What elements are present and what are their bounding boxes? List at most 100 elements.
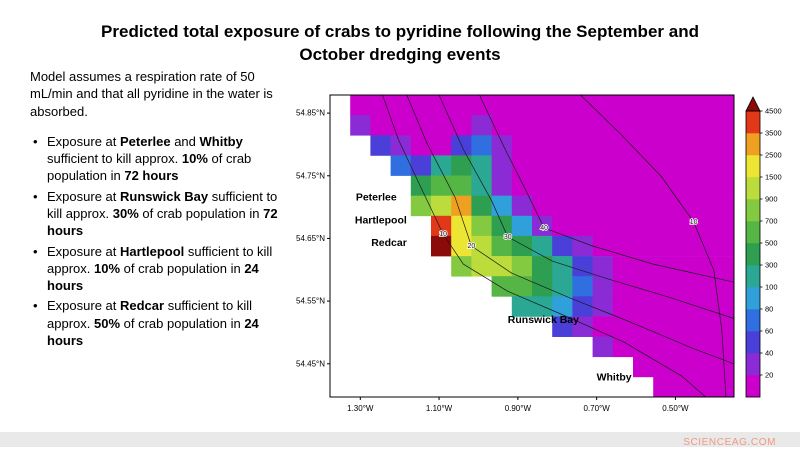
place-label-whitby: Whitby (597, 371, 632, 383)
map-cell (532, 235, 553, 257)
map-cell (511, 296, 533, 317)
colorbar-tick-label: 4500 (765, 107, 782, 116)
colorbar-segment (746, 221, 760, 244)
map-cell (673, 276, 694, 297)
map-cell (451, 95, 472, 116)
map-cell (653, 175, 674, 196)
map-cell (511, 215, 533, 237)
map-cell (713, 95, 735, 116)
map-cell (532, 135, 553, 156)
map-cell (693, 356, 715, 378)
plot-border (329, 94, 735, 398)
map-cell (612, 135, 634, 156)
map-cell (592, 195, 614, 217)
map-cell (532, 155, 553, 176)
map-cell (511, 155, 533, 176)
map-cell (612, 296, 634, 317)
map-cell (693, 95, 715, 116)
map-cell (511, 195, 533, 217)
map-cell (451, 175, 472, 196)
map-cell (511, 115, 533, 136)
x-tick-label: 1.30°W (347, 404, 374, 413)
map-cell (491, 276, 513, 297)
map-cell (612, 115, 634, 136)
map-cell (713, 235, 735, 257)
map-cell (552, 115, 573, 136)
map-cell (653, 376, 674, 398)
map-cell (451, 215, 472, 237)
map-cell (471, 135, 492, 156)
map-cell (713, 135, 735, 156)
colorbar-arrow (745, 96, 761, 112)
map-cell (713, 376, 735, 398)
map-cell (532, 175, 553, 196)
colorbar-tick-label: 700 (765, 217, 778, 226)
map-cell (552, 95, 573, 116)
map-cell (693, 175, 715, 196)
map-cell (633, 95, 654, 116)
notes-intro: Model assumes a respiration rate of 50 m… (30, 69, 273, 119)
x-tick-label: 1.10°W (426, 404, 453, 413)
map-cell (592, 95, 614, 116)
map-cell (693, 256, 715, 277)
map-cell (673, 155, 694, 176)
map-cell (471, 115, 492, 136)
map-cell (673, 316, 694, 337)
map-cell (511, 175, 533, 196)
map-cell (633, 296, 654, 317)
map-cell (592, 175, 614, 196)
map-cell (653, 195, 674, 217)
map-cell (633, 235, 654, 257)
map-cell (653, 95, 674, 116)
map-cell (653, 296, 674, 317)
map-cell (552, 175, 573, 196)
place-label-peterlee: Peterlee (356, 192, 397, 204)
map-cell (592, 336, 614, 358)
x-tick-label: 0.70°W (583, 404, 610, 413)
note-bullet: Exposure at Hartlepool sufficient to kil… (33, 243, 294, 295)
y-tick-label: 54.65°N (296, 234, 325, 243)
map-cell (612, 235, 634, 257)
map-cell (572, 95, 593, 116)
map-cell (673, 95, 694, 116)
note-bullet: Exposure at Redcar sufficient to kill ap… (33, 297, 294, 349)
map-cell (592, 135, 614, 156)
map-cell (471, 175, 492, 196)
map-cell (511, 95, 533, 116)
map-cell (370, 135, 391, 156)
map-cell (471, 195, 492, 217)
colorbar-tick-label: 60 (765, 327, 773, 336)
x-tick-label: 0.90°W (505, 404, 532, 413)
map-cell (592, 115, 614, 136)
y-tick-label: 54.55°N (296, 297, 325, 306)
map-cell (633, 215, 654, 237)
map-cell (552, 135, 573, 156)
map-cell (552, 316, 573, 337)
map-cell (370, 95, 391, 116)
place-label-redcar: Redcar (371, 237, 407, 249)
map-cell (532, 195, 553, 217)
map-cell (390, 115, 412, 136)
map-cell (612, 316, 634, 337)
map-cell (410, 135, 432, 156)
map-cell (431, 195, 452, 217)
watermark: SCIENCEAG.COM (683, 437, 776, 448)
colorbar-segment (746, 199, 760, 222)
map-cell (673, 356, 694, 378)
colorbar-segment (746, 243, 760, 266)
map-cell (592, 296, 614, 317)
contour-label: 10 (439, 231, 447, 238)
map-cell (572, 256, 593, 277)
colorbar-tick-label: 2500 (765, 151, 782, 160)
watermark-bar: SCIENCEAG.COM (0, 432, 800, 448)
map-cell (552, 195, 573, 217)
map-cell (633, 256, 654, 277)
map-cell (673, 215, 694, 237)
colorbar-border (745, 110, 761, 398)
exposure-map-svg: 10 20 30 40 10 Peterlee Hartlepool Redcar Runswi… (296, 94, 782, 413)
map-cell (572, 175, 593, 196)
map-cell (431, 215, 452, 237)
contour-label: 30 (504, 234, 512, 241)
map-cell (713, 215, 735, 237)
colorbar-segment (746, 265, 760, 288)
